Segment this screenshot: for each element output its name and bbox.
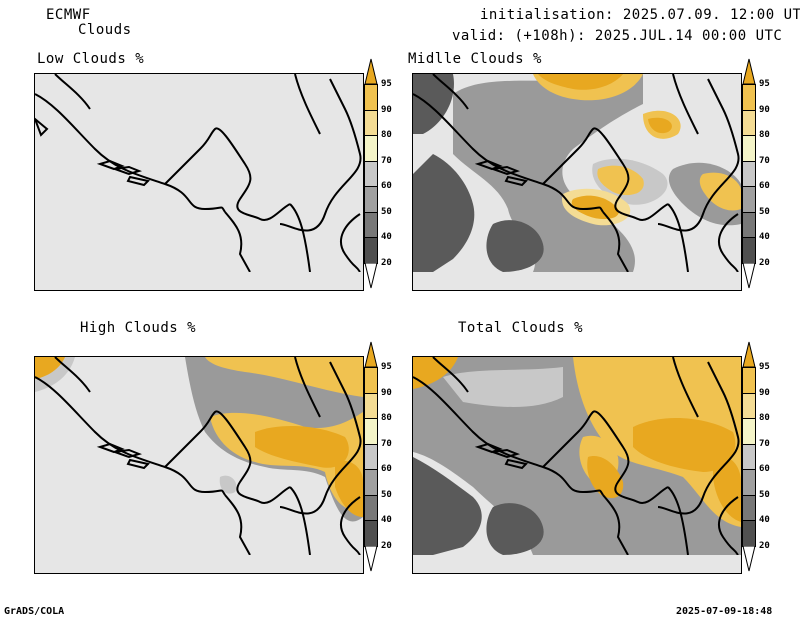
colorbar-segment <box>364 135 378 162</box>
colorbar-label: 90 <box>381 387 392 398</box>
colorbar-segment <box>364 160 378 187</box>
colorbar-label: 50 <box>759 489 770 500</box>
init-time: initialisation: 2025.07.09. 12:00 UTC <box>480 7 800 23</box>
colorbar-label: 70 <box>759 155 770 166</box>
colorbar-label: 60 <box>381 464 392 474</box>
model-name: ECMWF <box>46 7 91 23</box>
colorbar-label: 40 <box>381 232 392 242</box>
colorbar-middle: 95 90 80 70 60 50 40 20 <box>742 58 782 292</box>
colorbar-segment <box>364 237 378 264</box>
cloud-fill <box>413 357 741 555</box>
colorbar-segment <box>364 469 378 496</box>
colorbar-label: 40 <box>381 515 392 525</box>
colorbar-segment <box>364 109 378 136</box>
cloud-fill <box>35 357 363 522</box>
colorbar-label: 95 <box>759 362 770 372</box>
colorbar-segment <box>364 186 378 213</box>
colorbar-segment <box>742 469 756 496</box>
colorbar-top-arrow <box>364 341 378 367</box>
footer-timestamp: 2025-07-09-18:48 <box>676 606 773 617</box>
colorbar-label: 50 <box>381 206 392 217</box>
colorbar-top-arrow <box>742 341 756 367</box>
colorbar-label: 80 <box>381 413 392 423</box>
product-name: Clouds <box>78 22 132 38</box>
panel-title-low: Low Clouds % <box>37 51 145 67</box>
colorbar-top-arrow <box>742 58 756 84</box>
country-borders <box>35 357 362 555</box>
panel-title-high: High Clouds % <box>80 320 197 336</box>
colorbar-label: 20 <box>381 257 392 268</box>
cloud-fill <box>413 74 741 272</box>
colorbar-low: 95 90 80 70 60 50 40 20 <box>364 58 404 292</box>
colorbar-bottom-arrow <box>742 262 756 288</box>
map-middle-clouds <box>412 73 742 291</box>
colorbar-label: 20 <box>759 257 770 268</box>
colorbar-segment <box>742 520 756 547</box>
colorbar-label: 70 <box>759 438 770 449</box>
colorbar-segment <box>742 160 756 187</box>
colorbar-segment <box>742 109 756 136</box>
map-low-clouds <box>34 73 364 291</box>
colorbar-label: 95 <box>381 79 392 89</box>
country-borders <box>413 74 740 272</box>
colorbar-segment <box>742 211 756 238</box>
country-borders <box>35 74 362 272</box>
colorbar-label: 95 <box>759 79 770 89</box>
valid-time: valid: (+108h): 2025.JUL.14 00:00 UTC <box>452 28 783 44</box>
colorbar-label: 60 <box>381 181 392 191</box>
colorbar-label: 90 <box>759 387 770 398</box>
colorbar-label: 90 <box>759 104 770 115</box>
colorbar-label: 70 <box>381 438 392 449</box>
colorbar-label: 95 <box>381 362 392 372</box>
colorbar-segment <box>742 418 756 445</box>
colorbar-label: 60 <box>759 181 770 191</box>
colorbar-label: 20 <box>759 540 770 551</box>
colorbar-label: 80 <box>381 130 392 140</box>
footer-software: GrADS/COLA <box>4 606 65 617</box>
panel-title-middle: Midlle Clouds % <box>408 51 542 67</box>
colorbar-segment <box>364 367 378 394</box>
colorbar-label: 80 <box>759 130 770 140</box>
map-high-clouds <box>34 356 364 574</box>
colorbar-label: 40 <box>759 515 770 525</box>
colorbar-label: 50 <box>381 489 392 500</box>
colorbar-segment <box>742 367 756 394</box>
colorbar-label: 20 <box>381 540 392 551</box>
map-total-clouds <box>412 356 742 574</box>
colorbar-segment <box>364 494 378 521</box>
colorbar-label: 60 <box>759 464 770 474</box>
colorbar-segment <box>364 84 378 111</box>
colorbar-segment <box>742 443 756 470</box>
colorbar-label: 50 <box>759 206 770 217</box>
country-borders <box>413 357 740 555</box>
colorbar-label: 80 <box>759 413 770 423</box>
colorbar-segment <box>364 443 378 470</box>
panel-title-total: Total Clouds % <box>458 320 584 336</box>
colorbar-segment <box>364 520 378 547</box>
colorbar-segment <box>742 186 756 213</box>
colorbar-bottom-arrow <box>364 545 378 571</box>
colorbar-total: 95 90 80 70 60 50 40 20 <box>742 341 782 575</box>
colorbar-label: 40 <box>759 232 770 242</box>
colorbar-label: 70 <box>381 155 392 166</box>
colorbar-segment <box>364 418 378 445</box>
colorbar-segment <box>364 211 378 238</box>
colorbar-top-arrow <box>364 58 378 84</box>
colorbar-segment <box>742 237 756 264</box>
colorbar-bottom-arrow <box>742 545 756 571</box>
colorbar-segment <box>742 392 756 419</box>
colorbar-segment <box>742 135 756 162</box>
colorbar-segment <box>364 392 378 419</box>
colorbar-high: 95 90 80 70 60 50 40 20 <box>364 341 404 575</box>
colorbar-segment <box>742 494 756 521</box>
colorbar-bottom-arrow <box>364 262 378 288</box>
colorbar-segment <box>742 84 756 111</box>
colorbar-label: 90 <box>381 104 392 115</box>
